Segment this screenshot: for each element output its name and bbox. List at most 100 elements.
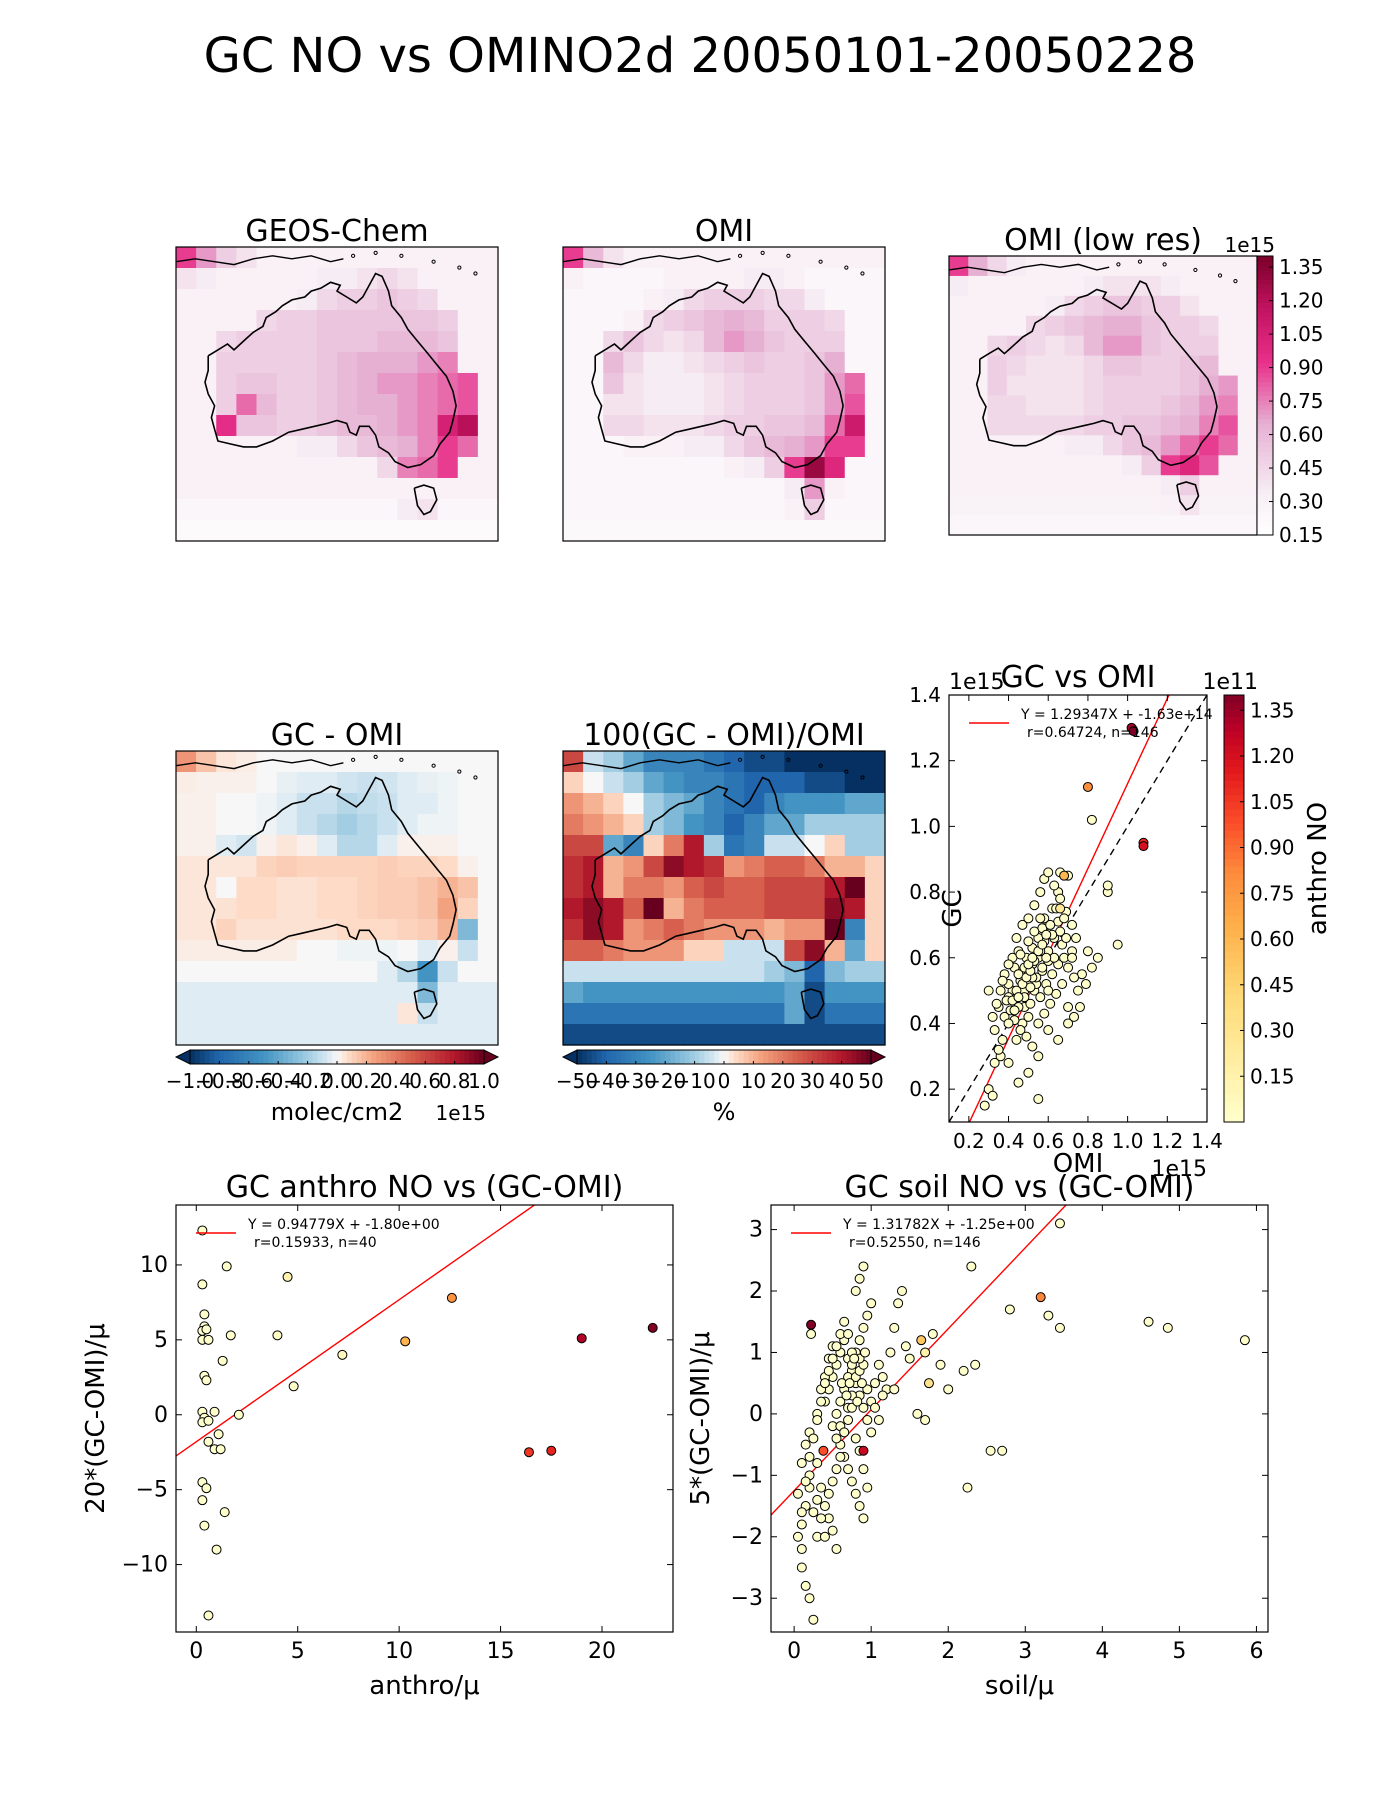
geos-chem-cell xyxy=(417,499,439,521)
gc-minus-omi-cell xyxy=(337,961,358,983)
relative-difference-cell xyxy=(824,814,846,836)
relative-difference-cell xyxy=(744,940,765,962)
gc-vs-omi-point xyxy=(997,1034,1008,1045)
omi-low-res-colorbar-band xyxy=(1257,353,1273,359)
relative-difference-cell xyxy=(724,982,745,1004)
omi-low-res-cell xyxy=(968,495,989,516)
omi-low-res-panel: OMI (low res) xyxy=(948,223,1258,536)
gc-minus-omi-colorbar: −1.0−0.8−0.6−0.4−0.20.00.20.40.60.81.0mo… xyxy=(166,1049,500,1126)
geos-chem-cell xyxy=(236,352,258,374)
gc-vs-omi-colorbar-band xyxy=(1224,887,1244,895)
relative-difference-cell xyxy=(563,982,584,1004)
omi-title: OMI xyxy=(695,214,753,249)
gc-minus-omi-frame xyxy=(175,750,499,1046)
relative-difference-cell xyxy=(623,898,645,920)
gc-minus-omi-cell xyxy=(477,940,499,962)
gc-minus-omi-cell xyxy=(477,919,499,941)
omi-cell xyxy=(643,415,665,437)
relative-difference-cell xyxy=(804,814,826,836)
gc-minus-omi-colorbar-band xyxy=(307,1050,314,1064)
omi-low-res-cell xyxy=(1083,375,1104,397)
relative-difference-cell xyxy=(563,877,584,899)
omi-island xyxy=(738,253,743,258)
omi-low-res-cell xyxy=(987,295,1008,317)
omi-low-res-cell xyxy=(1160,375,1181,397)
omi-low-res-cell xyxy=(1180,515,1200,536)
omi-low-res-cell xyxy=(1045,455,1066,476)
relative-difference-cell xyxy=(824,751,846,773)
geos-chem-cell xyxy=(236,268,258,290)
omi-cell xyxy=(623,310,645,332)
omi-low-res-cell xyxy=(1218,495,1239,516)
geos-chem-cell xyxy=(337,394,358,416)
geos-chem-cell xyxy=(196,310,217,332)
relative-difference-cell xyxy=(563,961,584,983)
geos-chem-cell xyxy=(296,394,318,416)
gc-vs-omi-point xyxy=(1023,913,1034,924)
omi-low-res-cell xyxy=(1006,295,1027,317)
relative-difference-cell xyxy=(724,835,745,857)
gc-vs-omi-point xyxy=(1063,1002,1074,1013)
relative-difference-colorbar-tick-label: 10 xyxy=(741,1069,766,1093)
geos-chem-island xyxy=(399,253,404,258)
omi-cell xyxy=(724,394,745,416)
omi-cell xyxy=(764,268,785,290)
anthro-vs-diff-point xyxy=(203,1415,214,1426)
gc-minus-omi-cell xyxy=(477,982,499,1004)
gc-minus-omi-cell xyxy=(377,898,398,920)
relative-difference-cell xyxy=(603,940,624,962)
relative-difference-cell xyxy=(603,1024,624,1046)
gc-vs-omi-colorbar-band xyxy=(1224,936,1244,945)
relative-difference-cell xyxy=(864,877,886,899)
gc-minus-omi-colorbar-tick-label: −0.8 xyxy=(195,1069,244,1093)
relative-difference-colorbar-band xyxy=(743,1050,750,1064)
omi-low-res-cell xyxy=(1199,335,1220,357)
gc-minus-omi-cell xyxy=(337,1003,358,1025)
gc-minus-omi-cell xyxy=(196,856,217,878)
geos-chem-cell xyxy=(437,310,459,332)
omi-low-res-cell xyxy=(949,275,969,297)
omi-low-res-cell xyxy=(1141,375,1162,397)
gc-minus-omi-cell xyxy=(316,940,338,962)
soil-vs-diff-point xyxy=(812,1458,823,1469)
geos-chem-cell xyxy=(397,289,419,311)
relative-difference-cell xyxy=(703,814,725,836)
relative-difference-colorbar-band xyxy=(626,1050,632,1064)
omi-low-res-cell xyxy=(1006,315,1027,337)
omi-cell xyxy=(563,247,584,269)
gc-vs-omi-point xyxy=(1043,985,1054,996)
omi-cell xyxy=(864,289,886,311)
relative-difference-cell xyxy=(824,940,846,962)
geos-chem-cell xyxy=(457,289,479,311)
anthro-vs-diff-x-tick-label: 20 xyxy=(588,1639,616,1664)
relative-difference-cell xyxy=(764,898,785,920)
geos-chem-island xyxy=(473,271,478,276)
anthro-vs-diff-y-tick-label: −10 xyxy=(122,1553,168,1578)
relative-difference-cell xyxy=(603,961,624,983)
geos-chem-cell xyxy=(417,415,439,437)
omi-cell xyxy=(663,499,685,521)
gc-vs-omi-point xyxy=(1055,893,1066,904)
relative-difference-colorbar-band xyxy=(616,1050,622,1064)
relative-difference-cell xyxy=(784,835,806,857)
gc-minus-omi-cell xyxy=(316,751,338,773)
omi-low-res-cell xyxy=(1141,315,1162,337)
geos-chem-cell xyxy=(196,436,217,458)
omi-low-res-cell xyxy=(1237,495,1258,516)
gc-minus-omi-cell xyxy=(196,751,217,773)
omi-cell xyxy=(623,268,645,290)
omi-low-res-cell xyxy=(968,295,989,317)
geos-chem-cell xyxy=(377,331,398,353)
omi-low-res-cell xyxy=(1103,455,1123,476)
relative-difference-cell xyxy=(663,772,685,794)
omi-cell xyxy=(844,478,866,500)
gc-vs-omi-colorbar-tick-label: 0.15 xyxy=(1250,1064,1295,1088)
geos-chem-cell xyxy=(236,289,258,311)
gc-vs-omi-colorbar-band xyxy=(1224,1008,1244,1016)
geos-chem-cell xyxy=(296,289,318,311)
omi-low-res-colorbar-band xyxy=(1257,507,1273,513)
gc-minus-omi-cell xyxy=(477,772,499,794)
geos-chem-cell xyxy=(176,457,197,479)
geos-chem-cell xyxy=(397,478,419,500)
geos-chem-cell xyxy=(437,520,459,542)
